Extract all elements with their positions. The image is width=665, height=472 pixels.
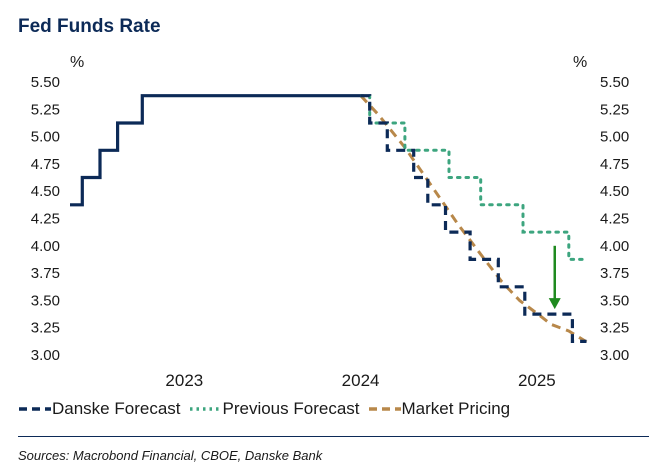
y-tick-left: 3.00 bbox=[31, 347, 60, 364]
legend-label-danske: Danske Forecast bbox=[52, 399, 181, 418]
y-tick-right: 5.50 bbox=[600, 74, 629, 91]
annotation-layer bbox=[548, 245, 561, 310]
y-tick-right: 3.00 bbox=[600, 347, 629, 364]
y-tick-right: 4.25 bbox=[600, 211, 629, 228]
y-tick-left: 4.25 bbox=[31, 211, 60, 228]
y-tick-left: 3.25 bbox=[31, 320, 60, 337]
source-divider bbox=[18, 436, 649, 437]
legend-swatch-market bbox=[368, 407, 401, 411]
y-tick-left: 3.75 bbox=[31, 265, 60, 282]
y-axis-left: 5.50 5.25 5.00 4.75 4.50 4.25 4.00 3.75 3.50 3.25… bbox=[31, 74, 60, 364]
y-tick-right: 3.75 bbox=[600, 265, 629, 282]
y-axis-right: 5.50 5.25 5.00 4.75 4.50 4.25 4.00 3.75 3.50 3.25… bbox=[600, 74, 629, 364]
series-danske-history bbox=[70, 94, 361, 207]
chart-title: Fed Funds Rate bbox=[18, 16, 161, 37]
x-tick-label: 2025 bbox=[518, 371, 556, 390]
legend: Danske Forecast Previous Forecast Market… bbox=[18, 399, 518, 419]
y-tick-left: 4.75 bbox=[31, 156, 60, 173]
x-axis: 2023 2024 2025 bbox=[165, 371, 555, 390]
y-tick-left: 5.50 bbox=[31, 74, 60, 91]
chart-plot: 5.50 5.25 5.00 4.75 4.50 4.25 4.00 3.75 3.50 3.25… bbox=[31, 54, 629, 390]
x-tick-label: 2024 bbox=[342, 371, 380, 390]
source-note: Sources: Macrobond Financial, CBOE, Dans… bbox=[18, 448, 323, 463]
y-tick-left: 3.50 bbox=[31, 292, 60, 309]
y-tick-left: 5.25 bbox=[31, 101, 60, 118]
legend-label-previous: Previous Forecast bbox=[222, 399, 360, 418]
y-unit-left: % bbox=[70, 54, 84, 71]
series-layer bbox=[70, 94, 588, 344]
legend-label-market: Market Pricing bbox=[401, 399, 511, 418]
y-tick-left: 4.00 bbox=[31, 238, 60, 255]
legend-swatch-previous bbox=[189, 407, 222, 411]
y-tick-right: 4.50 bbox=[600, 183, 629, 200]
legend-item-market: Market Pricing bbox=[368, 399, 511, 419]
x-tick-label: 2023 bbox=[165, 371, 203, 390]
legend-item-danske: Danske Forecast bbox=[18, 399, 181, 419]
y-unit-right: % bbox=[573, 54, 587, 71]
annotation-arrow-head bbox=[548, 298, 561, 310]
y-tick-left: 5.00 bbox=[31, 129, 60, 146]
legend-swatch-danske bbox=[19, 407, 51, 411]
y-tick-right: 3.25 bbox=[600, 320, 629, 337]
series-market-pricing bbox=[359, 94, 588, 344]
y-tick-right: 3.50 bbox=[600, 292, 629, 309]
y-tick-right: 4.00 bbox=[600, 238, 629, 255]
series-previous-forecast bbox=[359, 94, 588, 261]
series-danske-forecast bbox=[360, 94, 587, 343]
y-tick-right: 4.75 bbox=[600, 156, 629, 173]
y-tick-right: 5.00 bbox=[600, 129, 629, 146]
y-tick-left: 4.50 bbox=[31, 183, 60, 200]
y-tick-right: 5.25 bbox=[600, 101, 629, 118]
legend-item-previous: Previous Forecast bbox=[189, 399, 360, 419]
